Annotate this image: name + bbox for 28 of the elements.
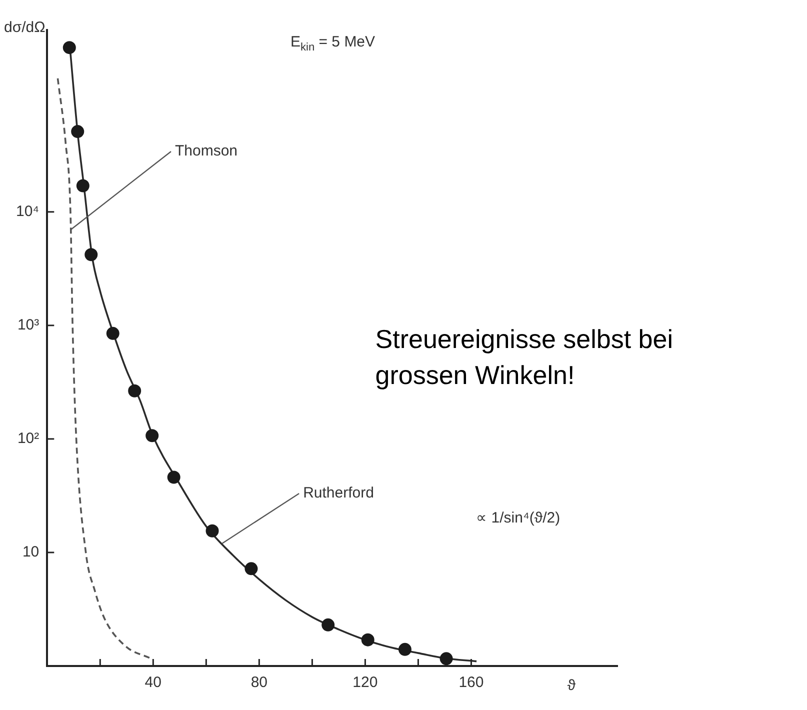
y-tick-label: 10²	[17, 430, 40, 448]
point	[62, 41, 76, 54]
point	[106, 326, 120, 340]
point	[440, 652, 453, 666]
y-tick-label: 10	[22, 544, 40, 561]
y-axis-title: dσ/dΩ	[4, 19, 46, 36]
point	[146, 429, 159, 442]
point	[398, 642, 412, 656]
point	[206, 524, 219, 538]
point	[167, 470, 180, 484]
annotation: Rutherford	[303, 484, 374, 502]
point	[322, 618, 335, 632]
point	[84, 248, 98, 262]
point	[76, 179, 90, 192]
x-tick-label: 120	[352, 674, 378, 692]
annotation: Streuereignisse selbst bei grossen Winkeln!	[375, 324, 673, 390]
x-axis-title: ϑ	[567, 677, 576, 694]
point	[128, 384, 142, 398]
y-tick-label: 10⁴	[16, 203, 40, 220]
annotation: ∝ 1/sin⁴(ϑ/2)	[476, 509, 560, 526]
point	[71, 125, 84, 138]
point	[244, 562, 258, 576]
y-tick-label: 10³	[17, 316, 40, 334]
x-tick-label: 160	[458, 674, 484, 692]
x-tick-label: 80	[250, 674, 268, 692]
x-tick-label: 40	[144, 674, 162, 692]
annotation: Thomson	[174, 142, 238, 160]
point	[361, 633, 374, 646]
